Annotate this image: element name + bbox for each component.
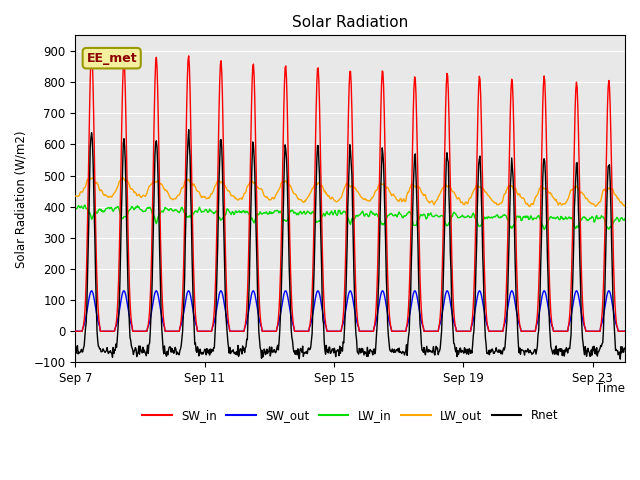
Title: Solar Radiation: Solar Radiation xyxy=(292,15,408,30)
Legend: SW_in, SW_out, LW_in, LW_out, Rnet: SW_in, SW_out, LW_in, LW_out, Rnet xyxy=(138,404,563,427)
Y-axis label: Solar Radiation (W/m2): Solar Radiation (W/m2) xyxy=(15,130,28,268)
Text: EE_met: EE_met xyxy=(86,52,137,65)
Text: Time: Time xyxy=(596,382,625,395)
